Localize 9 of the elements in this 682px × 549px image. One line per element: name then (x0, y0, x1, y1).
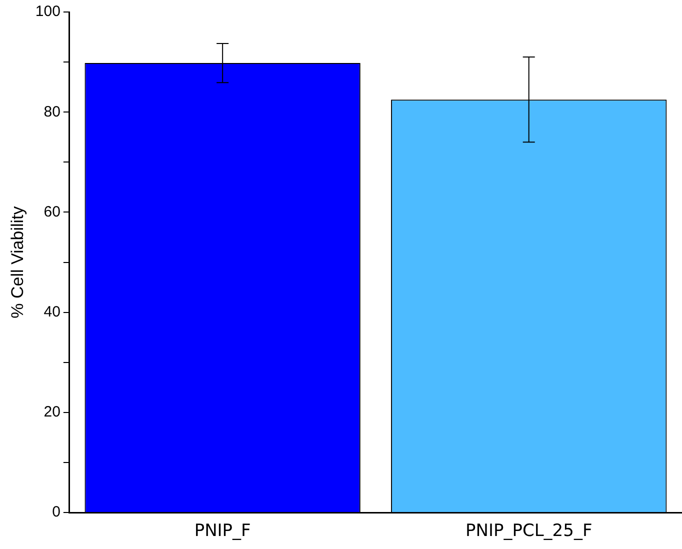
y-tick-label: 60 (44, 203, 60, 220)
y-tick-label: 0 (52, 504, 60, 521)
y-tick-label: 100 (35, 3, 60, 20)
y-axis-title: % Cell Viability (8, 206, 27, 318)
x-tick-label: PNIP_PCL_25_F (465, 521, 592, 542)
y-tick-label: 80 (44, 103, 60, 120)
x-tick-label: PNIP_F (194, 521, 251, 542)
y-tick-label: 40 (44, 304, 60, 320)
y-tick-label: 20 (44, 404, 60, 421)
